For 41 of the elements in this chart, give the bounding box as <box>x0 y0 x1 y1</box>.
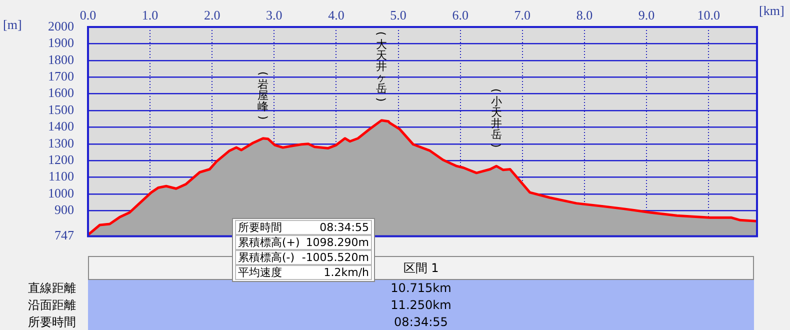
text: 10.715km <box>390 280 452 296</box>
y-axis-title: [m] <box>3 17 22 33</box>
y-tick-label: 1000 <box>48 185 74 200</box>
x-tick-label: 0.0 <box>80 8 96 23</box>
text: 08:34:55 <box>393 314 449 330</box>
annotation: 累積標高(+) <box>238 236 300 249</box>
y-tick-label: 1400 <box>48 118 74 134</box>
text: 累積標高(-) <box>238 251 295 264</box>
text: 直線距離 <box>27 280 76 296</box>
annotation: 08:34:55 <box>320 221 370 234</box>
x-tick-label: 5.0 <box>390 8 406 23</box>
y-tick-label: 1100 <box>48 168 74 184</box>
x-tick-label: 2.0 <box>204 8 220 23</box>
x-tick-label: 6.0 <box>452 8 468 23</box>
y-tick-label: 900 <box>54 202 74 218</box>
x-tick-label: 8.0 <box>576 8 593 23</box>
y-tick-label: 2000 <box>48 18 74 34</box>
text: 11.250km <box>390 297 452 313</box>
text: 区間 1 <box>403 261 439 275</box>
x-tick-label: 9.0 <box>638 8 655 23</box>
y-tick-label: 1800 <box>48 52 74 67</box>
y-tick-label: 1700 <box>48 68 74 84</box>
x-tick-label: 3.0 <box>266 8 282 23</box>
x-tick-label: 7.0 <box>514 8 531 23</box>
text: 沿面距離 <box>27 297 76 313</box>
y-tick-label: 1500 <box>48 102 74 117</box>
x-axis-title: [km] <box>759 3 784 19</box>
x-tick-label: 1.0 <box>142 8 158 23</box>
text: 平均速度 <box>238 266 282 279</box>
y-tick-label: 1600 <box>48 85 74 100</box>
y-tick-label: 747 <box>54 228 74 243</box>
x-tick-label: 10.0 <box>697 8 720 23</box>
x-tick-label: 4.0 <box>328 8 344 23</box>
y-tick-label: 1300 <box>48 135 74 150</box>
annotation: 所要時間 <box>238 221 282 234</box>
text: 所要時間 <box>27 314 76 330</box>
y-tick-label: 1900 <box>48 35 74 50</box>
y-tick-label: 1200 <box>48 152 74 167</box>
text: -1005.520m <box>302 251 370 264</box>
text: 1.2km/h <box>324 266 370 279</box>
annotation: 1098.290m <box>306 236 370 249</box>
